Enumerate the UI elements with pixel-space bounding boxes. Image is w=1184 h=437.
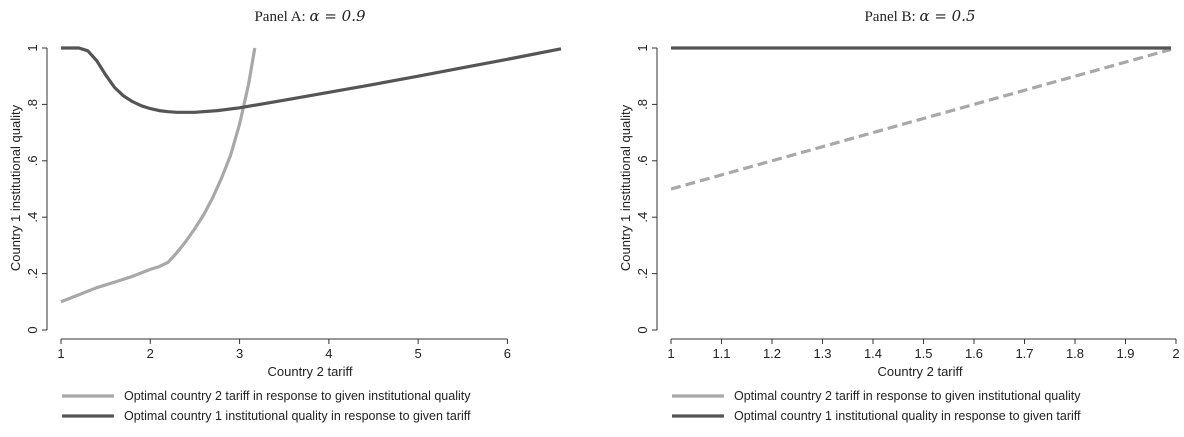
x-tick-label: 1.9 — [1116, 346, 1134, 361]
panel-b-title-prefix: Panel B: — [864, 9, 919, 25]
legend-label-2: Optimal country 1 institutional quality … — [734, 409, 1081, 423]
series-line-1 — [60, 47, 257, 304]
y-tick-label: .8 — [635, 99, 650, 110]
x-tick-label: 1.5 — [914, 346, 932, 361]
panel-b-axes: 0 .2 .4 .6 .8 1 1 1.1 1.2 1.3 1.4 1.5 1.6 1.7 1.8 1.9 2 — [635, 44, 1180, 361]
x-tick-label: 6 — [504, 346, 511, 361]
y-tick-label: .4 — [25, 212, 40, 223]
y-tick-label: .6 — [25, 155, 40, 166]
y-tick-label: .8 — [25, 99, 40, 110]
x-tick-label: 1.2 — [763, 346, 781, 361]
y-tick-label: 0 — [635, 326, 650, 333]
legend-label-2: Optimal country 1 institutional quality … — [124, 409, 471, 423]
panel-b-series — [670, 46, 1172, 191]
x-tick-label: 1.7 — [1015, 346, 1033, 361]
x-tick-label: 2 — [147, 346, 154, 361]
panel-b: Panel B: α = 0.5 Country 2 tariff Countr… — [618, 7, 1180, 423]
panel-a: Panel A: α = 0.9 Country 2 tariff Countr… — [8, 7, 562, 423]
x-tick-label: 4 — [325, 346, 332, 361]
x-tick-label: 1.3 — [813, 346, 831, 361]
x-tick-label: 1 — [57, 346, 64, 361]
y-tick-label: 0 — [25, 326, 40, 333]
series-line-2 — [61, 46, 562, 114]
x-tick-label: 1.4 — [864, 346, 882, 361]
panel-a-axes: 0 .2 .4 .6 .8 1 1 2 3 4 5 6 — [25, 44, 511, 361]
panel-a-title-prefix: Panel A: — [254, 9, 309, 25]
legend-label-1: Optimal country 2 tariff in response to … — [734, 389, 1081, 403]
panel-b-title: Panel B: α = 0.5 — [864, 7, 975, 25]
y-tick-label: 1 — [25, 44, 40, 51]
x-tick-label: 1.6 — [965, 346, 983, 361]
panel-b-legend: Optimal country 2 tariff in response to … — [672, 389, 1081, 423]
x-tick-label: 5 — [415, 346, 422, 361]
y-tick-label: 1 — [635, 44, 650, 51]
panel-a-y-axis-label: Country 1 institutional quality — [8, 104, 23, 271]
panel-b-x-axis-label: Country 2 tariff — [877, 364, 962, 379]
x-tick-label: 1.1 — [712, 346, 730, 361]
x-tick-label: 1 — [667, 346, 674, 361]
panel-a-series — [60, 46, 562, 304]
x-tick-label: 3 — [236, 346, 243, 361]
x-tick-label: 2 — [1172, 346, 1179, 361]
legend-label-1: Optimal country 2 tariff in response to … — [124, 389, 471, 403]
y-tick-label: .6 — [635, 155, 650, 166]
panel-b-y-axis-label: Country 1 institutional quality — [618, 104, 633, 271]
y-tick-label: .2 — [635, 268, 650, 279]
panel-b-title-math: α = 0.5 — [919, 7, 975, 25]
y-tick-label: .4 — [635, 212, 650, 223]
panel-a-x-axis-label: Country 2 tariff — [267, 364, 352, 379]
panel-a-title-math: α = 0.9 — [309, 7, 366, 25]
panel-a-title: Panel A: α = 0.9 — [254, 7, 366, 25]
x-tick-label: 1.8 — [1066, 346, 1084, 361]
series-line-1 — [670, 47, 1172, 191]
panel-a-legend: Optimal country 2 tariff in response to … — [62, 389, 471, 423]
y-tick-label: .2 — [25, 268, 40, 279]
